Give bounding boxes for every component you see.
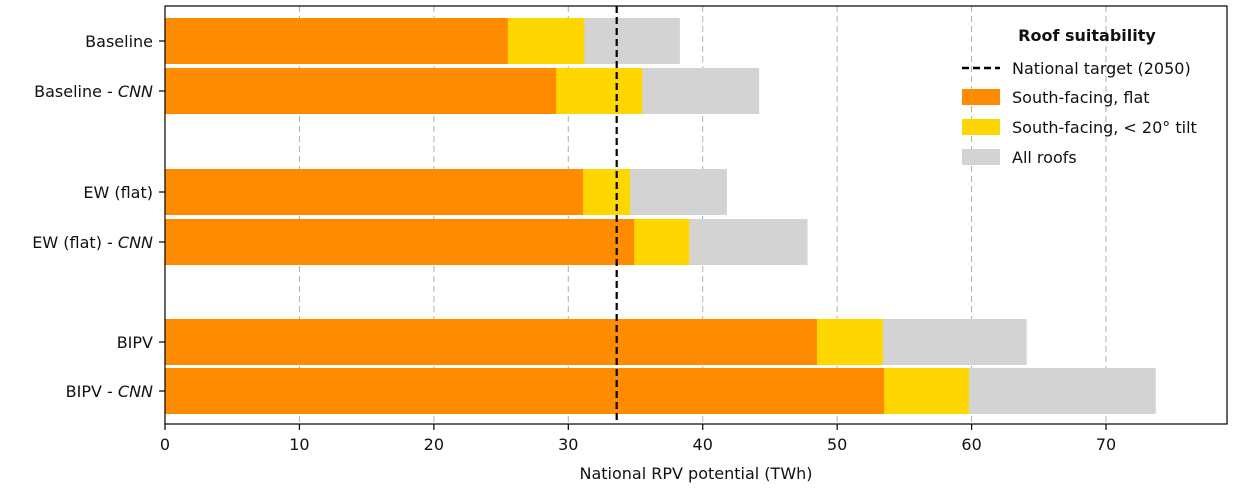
- category-label-0: Baseline: [85, 32, 153, 51]
- legend-title: Roof suitability: [1018, 26, 1156, 45]
- x-tick-label-0: 0: [160, 435, 170, 454]
- x-tick-label-40: 40: [693, 435, 713, 454]
- category-label-1: Baseline - CNN: [34, 82, 153, 101]
- bar-1-south-facing-flat: [165, 68, 557, 114]
- x-tick-label-60: 60: [961, 435, 981, 454]
- bar-4-south-facing-flat: [165, 319, 817, 365]
- bars: [165, 18, 1156, 414]
- legend-swatch-2: [962, 119, 1000, 135]
- legend-swatch-3: [962, 149, 1000, 165]
- legend-swatch-1: [962, 89, 1000, 105]
- legend-label-3: All roofs: [1012, 148, 1077, 167]
- category-label-4: BIPV: [117, 333, 153, 352]
- x-tick-label-30: 30: [558, 435, 578, 454]
- legend-label-2: South-facing, < 20° tilt: [1012, 118, 1197, 137]
- bar-3-south-facing-flat: [165, 219, 635, 265]
- bar-2-south-facing-flat: [165, 169, 584, 215]
- x-tick-label-50: 50: [827, 435, 847, 454]
- axes: 0 10 20 30 40 50 60 70 National RPV potential (T…: [32, 5, 1228, 483]
- category-label-5: BIPV - CNN: [66, 382, 153, 401]
- x-tick-label-10: 10: [289, 435, 309, 454]
- x-tick-label-20: 20: [424, 435, 444, 454]
- plot-frame: [164, 5, 1228, 425]
- bar-5-south-facing-flat: [165, 368, 885, 414]
- category-label-2: EW (flat): [83, 183, 153, 202]
- legend: Roof suitability National target (2050) So…: [962, 26, 1197, 167]
- x-axis-label: National RPV potential (TWh): [579, 464, 812, 483]
- category-label-3: EW (flat) - CNN: [32, 233, 153, 252]
- bar-0-south-facing-flat: [165, 18, 508, 64]
- legend-label-0: National target (2050): [1012, 59, 1191, 78]
- x-tick-label-70: 70: [1096, 435, 1116, 454]
- legend-label-1: South-facing, flat: [1012, 88, 1150, 107]
